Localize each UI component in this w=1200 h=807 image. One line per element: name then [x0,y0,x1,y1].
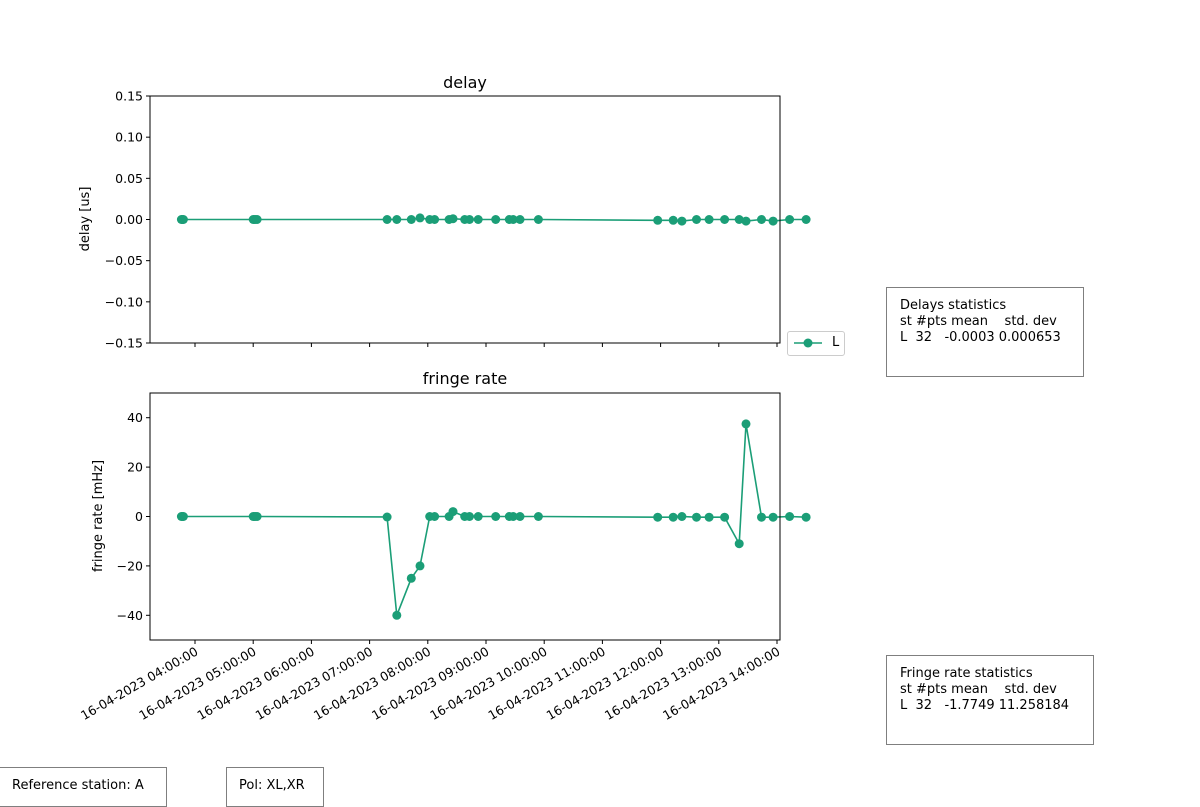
delay-data-point [741,216,751,226]
delay-data-point [704,215,714,224]
fringe-data-point [533,512,543,521]
delay-ylabel: delay [us] [78,187,93,252]
delay-line-path [181,217,807,222]
fringe-ytick-label: 0 [135,509,143,524]
fringe-data-point [252,512,262,521]
fringe-y-ticks: −40 −20 0 20 40 [117,410,150,623]
delay-data-point [734,215,744,224]
delay-data-point [415,213,425,223]
legend-label: L [832,335,840,350]
delay-data-point [785,215,795,224]
delay-data-point [252,215,262,224]
delay-data-point [465,215,474,224]
reference-station-label: Reference station: A [12,778,144,793]
fringe-data-point [668,512,678,522]
fringe-title: fringe rate [423,369,507,388]
delay-ytick-label: 0.05 [115,171,143,186]
fringe-data-point [677,512,687,521]
delay-data-point [692,215,701,224]
fringe-data-point [720,512,730,522]
delay-data-point [668,215,678,225]
fringe-data-point [382,512,392,522]
delay-data-point [430,215,440,224]
delay-data-point [801,215,811,224]
fringe-panel: fringe rate fringe rate [mHz] −40 −20 0 20 4… [78,369,811,723]
delay-ytick-label: −0.15 [105,336,143,351]
fringe-data-point [515,512,525,521]
delay-data-point [677,216,687,226]
fringe-stats-title: Fringe rate statistics [900,666,1033,681]
fringe-plot-frame [149,392,781,641]
fringe-stats-header: st #pts mean std. dev [900,682,1057,697]
fringe-stats-row: L 32 -1.7749 11.258184 [900,698,1070,713]
delay-ytick-label: 0.15 [115,89,143,104]
fringe-data-point [448,507,458,517]
fringe-data-point [508,512,518,521]
fringe-data-point [406,573,416,583]
delay-data-point [382,215,392,224]
fringe-ytick-label: −40 [117,608,143,623]
fringe-data-point [473,512,483,521]
delay-stats-title: Delays statistics [900,298,1007,313]
delay-series-points [176,213,811,226]
fringe-ylabel: fringe rate [mHz] [91,460,106,572]
reference-station-box: Reference station: A [0,767,167,807]
delay-data-point [533,215,543,224]
delay-panel: delay delay [us] −0.15 −0.10 −0.05 0.00 0.05… [78,73,811,351]
fringe-data-point [491,512,501,521]
delay-data-point [406,215,416,224]
legend: L [787,331,845,356]
fringe-data-point [653,512,663,522]
fringe-data-point [734,539,744,549]
delay-data-point [515,215,525,224]
delay-plot-frame [149,95,781,344]
polarization-box: Pol: XL,XR [226,767,324,807]
polarization-label: Pol: XL,XR [239,778,305,793]
delay-ytick-label: 0.00 [115,212,143,227]
fringe-data-point [692,512,701,522]
delay-data-point [392,215,402,224]
legend-marker [794,338,822,348]
delay-data-point [768,216,778,226]
delay-series-line [181,217,807,222]
delay-data-point [653,215,663,225]
delay-ytick-label: −0.10 [105,294,143,309]
delay-data-point [178,215,188,224]
fringe-ytick-label: 40 [127,410,143,425]
fringe-data-point [430,512,440,521]
fringe-ytick-label: −20 [117,558,143,573]
fringe-line-path [181,423,807,616]
fringe-data-point [801,512,811,522]
delay-data-point [448,214,458,224]
fringe-series-points [176,419,811,620]
fringe-data-point [757,512,766,522]
fringe-data-point [415,561,425,571]
fringe-data-point [785,512,795,521]
fringe-data-point [465,512,474,521]
fringe-data-point [392,610,402,620]
fringe-ytick-label: 20 [127,460,143,475]
fringe-stats-box: Fringe rate statistics st #pts mean std. … [886,655,1094,745]
delay-stats-box: Delays statistics st #pts mean std. dev L … [886,287,1084,377]
delay-ytick-label: −0.05 [105,253,143,268]
fringe-series-line [181,423,807,616]
delay-data-point [757,215,766,224]
delay-data-point [720,215,730,224]
delay-data-point [491,215,501,224]
delay-ytick-label: 0.10 [115,130,143,145]
delay-x-ticks [194,343,778,347]
delay-title: delay [443,73,487,92]
delay-data-point [508,215,518,224]
fringe-data-point [768,512,778,522]
fringe-data-point [178,512,188,521]
delay-stats-row: L 32 -0.0003 0.000653 [900,330,1061,345]
delay-data-point [473,215,483,224]
fringe-data-point [741,419,751,429]
delay-y-ticks: −0.15 −0.10 −0.05 0.00 0.05 0.10 0.15 [105,89,150,351]
fringe-data-point [704,512,714,522]
delay-stats-header: st #pts mean std. dev [900,314,1057,329]
